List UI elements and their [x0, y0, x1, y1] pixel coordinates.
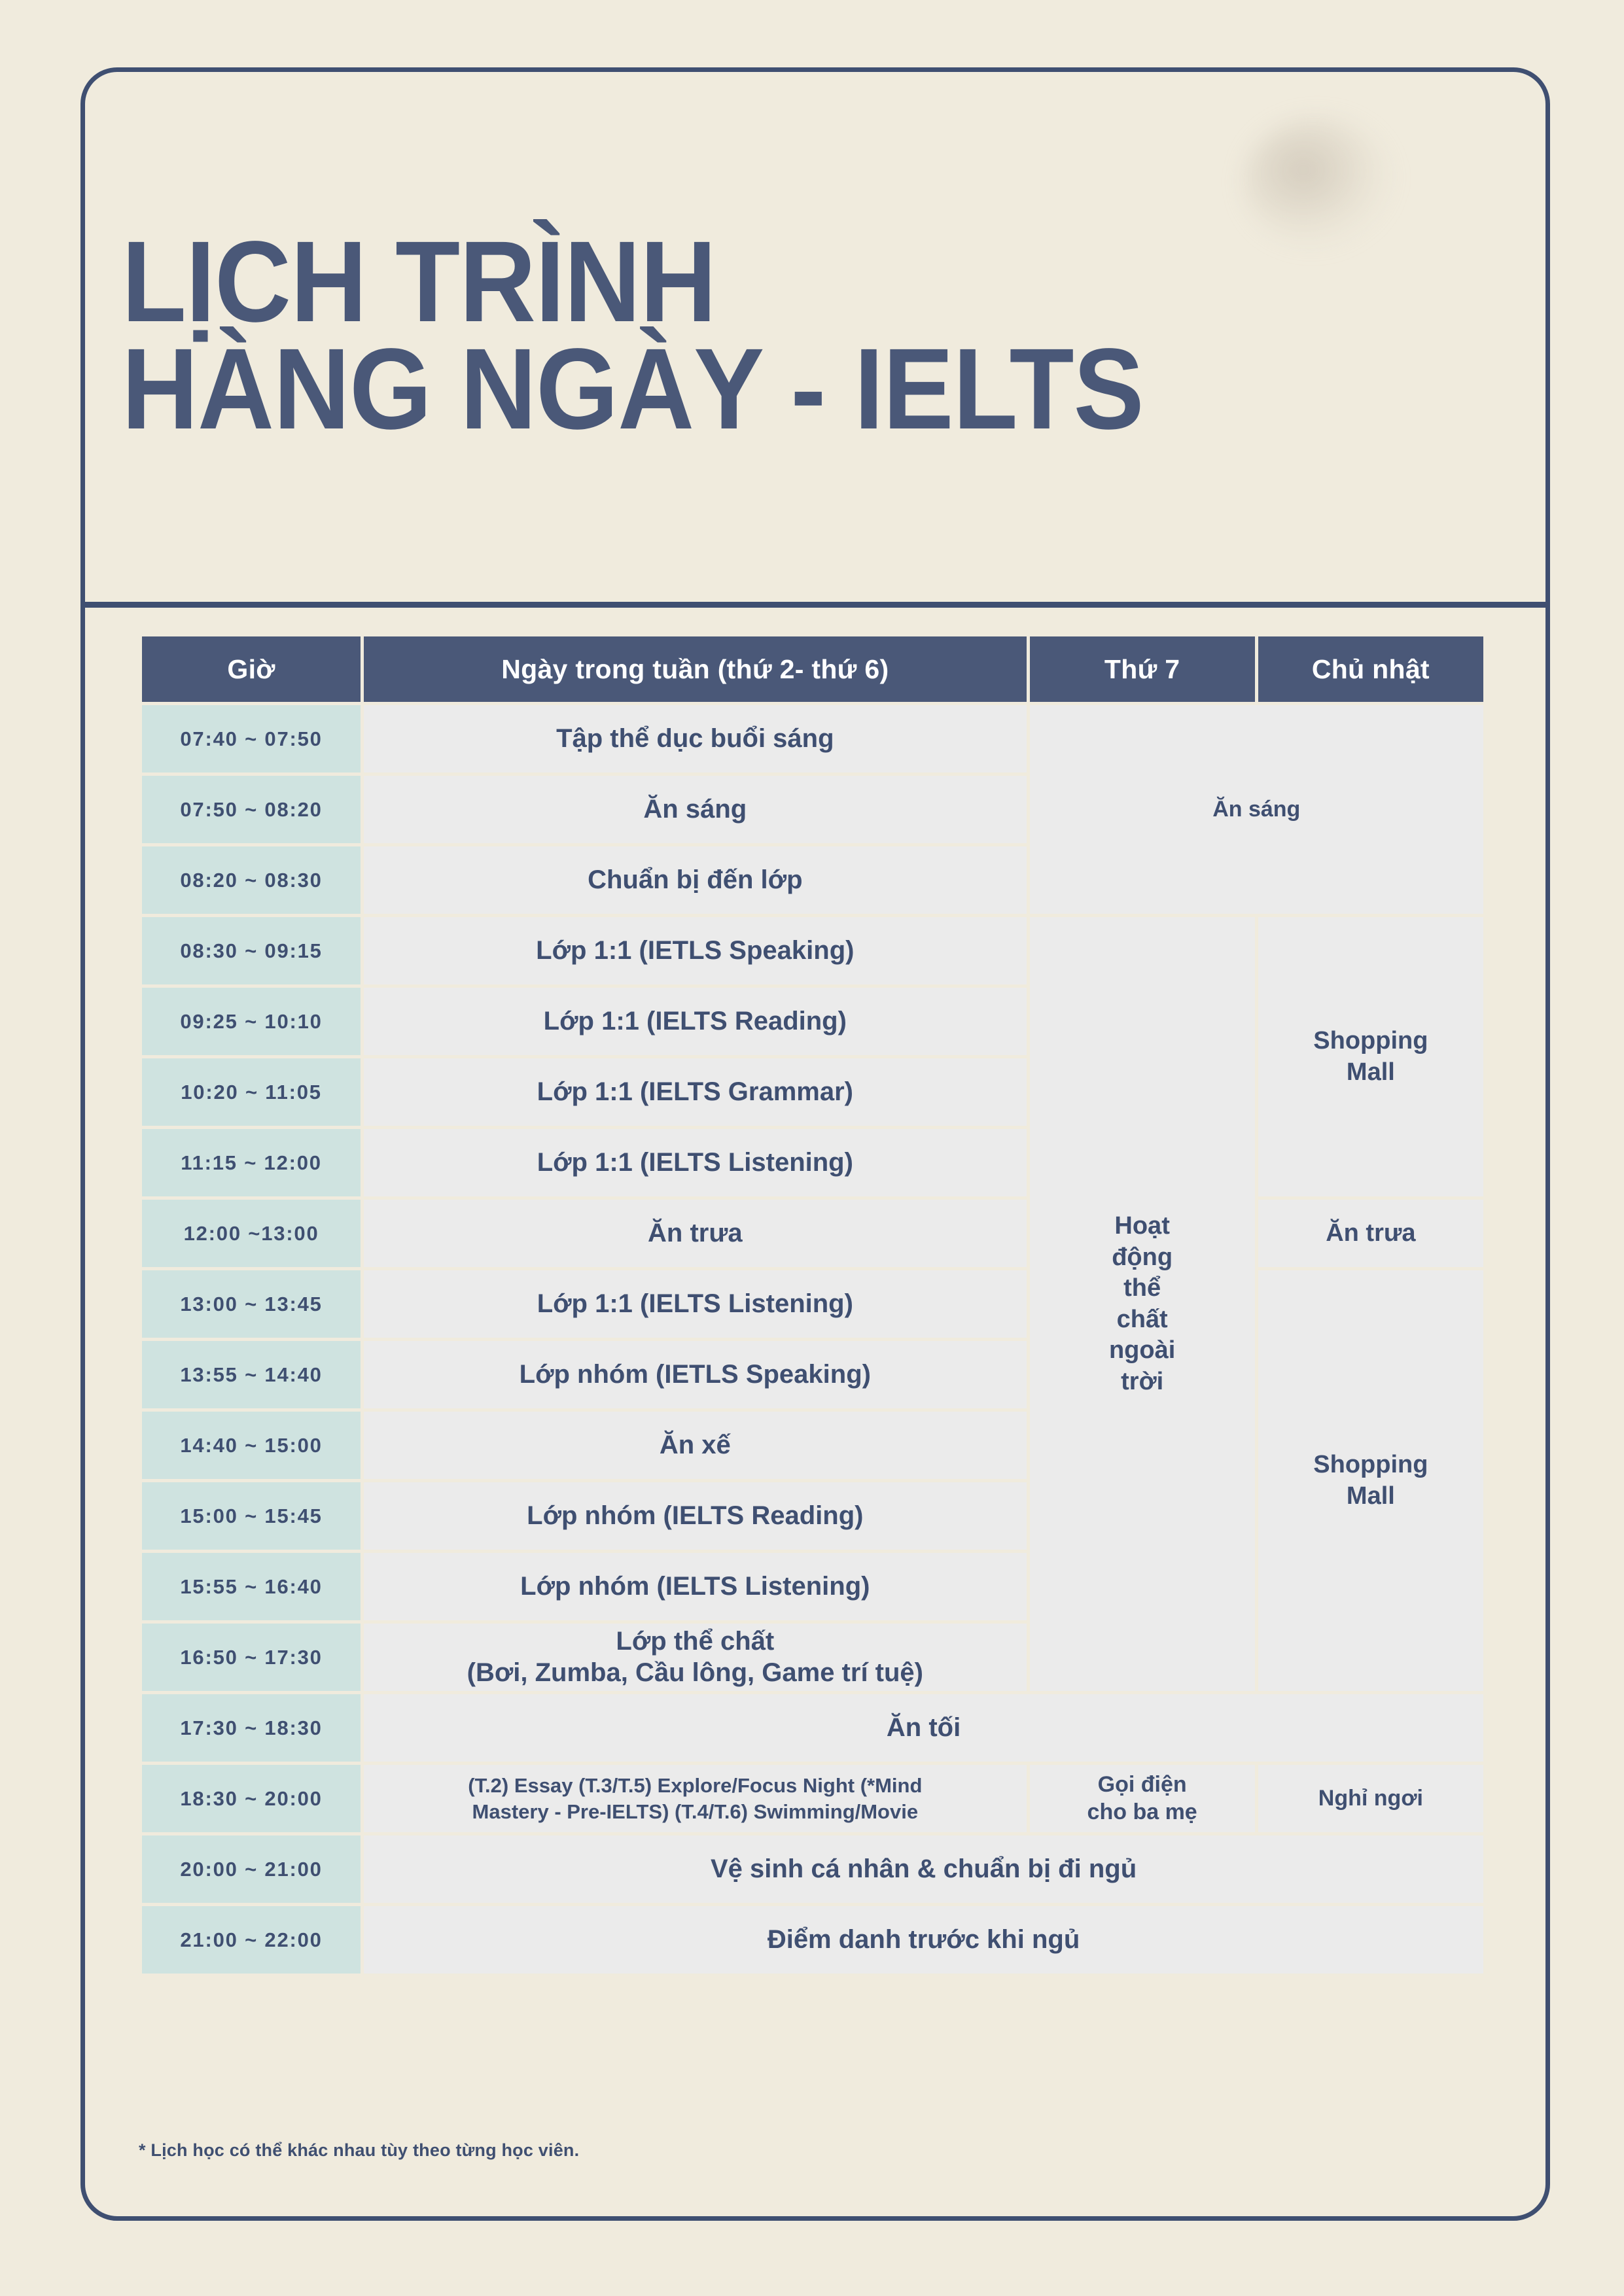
time-cell: 08:30 ~ 09:15	[142, 917, 361, 984]
table-row: 07:50 ~ 08:20 Ăn sáng	[142, 776, 1483, 843]
sun-mall1-line-1: Shopping	[1313, 1027, 1428, 1054]
saturday-call-parents-cell: Gọi điện cho ba mẹ	[1029, 1765, 1255, 1832]
schedule-table: Giờ Ngày trong tuần (thứ 2- thứ 6) Thứ 7…	[139, 633, 1487, 1977]
table-row: 21:00 ~ 22:00 Điểm danh trước khi ngủ	[142, 1906, 1483, 1974]
table-row: 17:30 ~ 18:30 Ăn tối	[142, 1694, 1483, 1762]
time-cell: 10:20 ~ 11:05	[142, 1058, 361, 1126]
table-row: 13:55 ~ 14:40 Lớp nhóm (IETLS Speaking)	[142, 1341, 1483, 1408]
sunday-lunch-cell: Ăn trưa	[1258, 1200, 1483, 1267]
schedule-table-wrapper: Giờ Ngày trong tuần (thứ 2- thứ 6) Thứ 7…	[139, 633, 1487, 1977]
sunday-rest-cell: Nghỉ ngơi	[1258, 1765, 1483, 1832]
weekday-activity-cell: Tập thể dục buổi sáng	[364, 705, 1027, 773]
column-header-weekdays: Ngày trong tuần (thứ 2- thứ 6)	[364, 636, 1027, 702]
time-cell: 16:50 ~ 17:30	[142, 1624, 361, 1691]
column-header-saturday: Thứ 7	[1029, 636, 1255, 702]
sun-mall1-line-2: Mall	[1346, 1058, 1395, 1086]
weekday-activity-cell: Lớp nhóm (IETLS Speaking)	[364, 1341, 1027, 1408]
title-line-2: HÀNG NGÀY - IELTS	[122, 324, 1144, 453]
title-line-1: LỊCH TRÌNH	[122, 218, 716, 346]
hygiene-cell: Vệ sinh cá nhân & chuẩn bị đi ngủ	[364, 1835, 1483, 1903]
evening-line-2: Mastery - Pre-IELTS) (T.4/T.6) Swimming/…	[472, 1800, 919, 1823]
table-row: 10:20 ~ 11:05 Lớp 1:1 (IELTS Grammar)	[142, 1058, 1483, 1126]
title-divider-rule	[80, 602, 1550, 608]
time-cell: 07:40 ~ 07:50	[142, 705, 361, 773]
sunday-shopping-mall-cell-1: Shopping Mall	[1258, 917, 1483, 1196]
table-row: 18:30 ~ 20:00 (T.2) Essay (T.3/T.5) Expl…	[142, 1765, 1483, 1832]
time-cell: 07:50 ~ 08:20	[142, 776, 361, 843]
time-cell: 14:40 ~ 15:00	[142, 1412, 361, 1479]
table-row: 07:40 ~ 07:50 Tập thể dục buổi sáng Ăn s…	[142, 705, 1483, 914]
column-header-sunday: Chủ nhật	[1258, 636, 1483, 702]
sat-outdoor-line-4: chất	[1116, 1305, 1168, 1333]
call-parents-line-2: cho ba mẹ	[1087, 1799, 1197, 1824]
evening-line-1: (T.2) Essay (T.3/T.5) Explore/Focus Nigh…	[468, 1774, 923, 1798]
pe-class-line-1: Lớp thể chất	[616, 1627, 775, 1656]
time-cell: 15:00 ~ 15:45	[142, 1482, 361, 1550]
time-cell: 11:15 ~ 12:00	[142, 1129, 361, 1196]
sat-outdoor-line-3: thể	[1123, 1274, 1161, 1302]
weekday-activity-cell: Lớp 1:1 (IELTS Reading)	[364, 988, 1027, 1055]
weekday-activity-cell: Lớp 1:1 (IELTS Grammar)	[364, 1058, 1027, 1126]
table-row: 15:00 ~ 15:45 Lớp nhóm (IELTS Reading)	[142, 1482, 1483, 1550]
time-cell: 12:00 ~13:00	[142, 1200, 361, 1267]
weekday-activity-cell: Lớp 1:1 (IELTS Listening)	[364, 1270, 1027, 1338]
weekday-activity-cell: Ăn trưa	[364, 1200, 1027, 1267]
table-row: 15:55 ~ 16:40 Lớp nhóm (IELTS Listening)	[142, 1553, 1483, 1620]
table-row: 08:30 ~ 09:15 Lớp 1:1 (IETLS Speaking) H…	[142, 917, 1483, 1691]
call-parents-line-1: Gọi điện	[1097, 1772, 1187, 1798]
weekday-activity-cell: Lớp nhóm (IELTS Reading)	[364, 1482, 1027, 1550]
poster-frame-border	[80, 67, 1550, 2221]
weekday-activity-cell: Lớp thể chất (Bơi, Zumba, Cầu lông, Game…	[364, 1624, 1027, 1691]
sun-mall2-line-1: Shopping	[1313, 1451, 1428, 1478]
table-row: 09:25 ~ 10:10 Lớp 1:1 (IELTS Reading)	[142, 988, 1483, 1055]
weekday-activity-cell: Lớp 1:1 (IELTS Listening)	[364, 1129, 1027, 1196]
table-row: 11:15 ~ 12:00 Lớp 1:1 (IELTS Listening)	[142, 1129, 1483, 1196]
time-cell: 17:30 ~ 18:30	[142, 1694, 361, 1762]
table-row: 16:50 ~ 17:30 Lớp thể chất (Bơi, Zumba, …	[142, 1624, 1483, 1691]
weekday-activity-cell: Ăn sáng	[364, 776, 1027, 843]
weekday-evening-program-cell: (T.2) Essay (T.3/T.5) Explore/Focus Nigh…	[364, 1765, 1027, 1832]
table-row: 13:00 ~ 13:45 Lớp 1:1 (IELTS Listening) …	[142, 1270, 1483, 1691]
time-cell: 15:55 ~ 16:40	[142, 1553, 361, 1620]
sat-outdoor-line-6: trời	[1121, 1367, 1164, 1395]
weekday-activity-cell: Ăn xế	[364, 1412, 1027, 1479]
weekday-activity-cell: Lớp 1:1 (IETLS Speaking)	[364, 917, 1027, 984]
table-row: 08:20 ~ 08:30 Chuẩn bị đến lớp	[142, 846, 1483, 914]
table-row: 20:00 ~ 21:00 Vệ sinh cá nhân & chuẩn bị…	[142, 1835, 1483, 1903]
sunday-shopping-mall-cell-2: Shopping Mall	[1258, 1270, 1483, 1691]
sat-outdoor-line-5: ngoài	[1108, 1336, 1176, 1364]
rollcall-cell: Điểm danh trước khi ngủ	[364, 1906, 1483, 1974]
sat-outdoor-line-2: động	[1112, 1243, 1173, 1271]
sat-outdoor-line-1: Hoạt	[1114, 1212, 1170, 1240]
time-cell: 18:30 ~ 20:00	[142, 1765, 361, 1832]
table-row: 12:00 ~13:00 Ăn trưa Ăn trưa	[142, 1200, 1483, 1267]
page-title: LỊCH TRÌNH HÀNG NGÀY - IELTS	[122, 218, 1404, 453]
sun-mall2-line-2: Mall	[1346, 1482, 1395, 1510]
time-cell: 21:00 ~ 22:00	[142, 1906, 361, 1974]
weekend-breakfast-cell: Ăn sáng	[1029, 705, 1483, 914]
weekday-activity-cell: Lớp nhóm (IELTS Listening)	[364, 1553, 1027, 1620]
time-cell: 20:00 ~ 21:00	[142, 1835, 361, 1903]
saturday-outdoor-activity-cell: Hoạt động thể chất ngoài trời	[1029, 917, 1255, 1691]
table-row: 14:40 ~ 15:00 Ăn xế	[142, 1412, 1483, 1479]
column-header-time: Giờ	[142, 636, 361, 702]
table-header-row: Giờ Ngày trong tuần (thứ 2- thứ 6) Thứ 7…	[142, 636, 1483, 702]
paper-smudge	[1243, 118, 1394, 249]
dinner-cell: Ăn tối	[364, 1694, 1483, 1762]
pe-class-line-2: (Bơi, Zumba, Cầu lông, Game trí tuệ)	[467, 1658, 923, 1687]
time-cell: 09:25 ~ 10:10	[142, 988, 361, 1055]
footnote-text: * Lịch học có thể khác nhau tùy theo từn…	[139, 2140, 580, 2160]
time-cell: 13:00 ~ 13:45	[142, 1270, 361, 1338]
time-cell: 13:55 ~ 14:40	[142, 1341, 361, 1408]
weekday-activity-cell: Chuẩn bị đến lớp	[364, 846, 1027, 914]
time-cell: 08:20 ~ 08:30	[142, 846, 361, 914]
